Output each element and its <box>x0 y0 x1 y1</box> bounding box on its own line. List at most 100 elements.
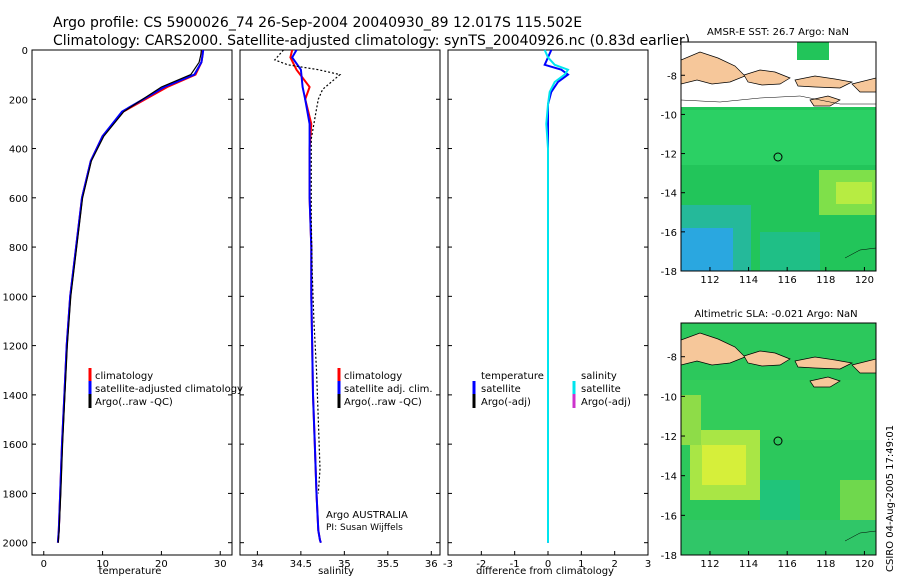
sst-warm-core <box>836 182 872 204</box>
salinity-chart: 34 34.5 35 35.5 36 <box>240 49 440 570</box>
x-tick-label: -1 <box>510 559 520 570</box>
annotation-pi: PI: Susan Wijffels <box>326 523 403 533</box>
y-tick-label: 400 <box>9 145 28 156</box>
sla-map-frame <box>680 322 877 556</box>
x-tick-label: 36 <box>425 559 438 570</box>
legend-label-temperature: temperature <box>481 371 544 382</box>
x-tick-label: 34 <box>251 559 264 570</box>
sla-low-patch <box>760 480 800 520</box>
x-tick-label: 30 <box>214 559 227 570</box>
map-x-tick-label: 114 <box>739 559 758 570</box>
sst-land-java <box>681 51 746 85</box>
legend-label-satellite: satellite adj. clim. <box>344 384 433 395</box>
salinity-legend: climatology satellite adj. clim. Argo(..… <box>326 368 433 533</box>
map-y-tick-label: -10 <box>661 392 677 403</box>
map-y-tick-label: -16 <box>661 511 677 522</box>
map-y-tick-label: -8 <box>667 71 677 82</box>
x-tick-label: -2 <box>476 559 486 570</box>
legend-label-satellite: satellite-adjusted climatology <box>95 384 243 395</box>
map-x-tick-label: 120 <box>855 559 874 570</box>
legend-label-sal-satellite: satellite <box>581 384 621 395</box>
difference-xlabel: difference from climatology <box>476 566 614 577</box>
series-salinity-satellite <box>543 49 570 543</box>
sst-argo-marker <box>773 152 783 162</box>
map-x-tick-label: 116 <box>778 275 797 286</box>
y-tick-label: 800 <box>9 243 28 254</box>
map-y-tick-label: -18 <box>661 551 677 562</box>
map-x-tick-label: 112 <box>700 559 719 570</box>
sst-coast-australia <box>844 247 876 259</box>
y-tick-label: 0 <box>22 46 28 57</box>
series-argo-raw-qc <box>273 49 342 494</box>
temperature-chart: 0 10 20 30 0 200 400 600 800 1000 1200 1400 1600 1800… <box>3 46 232 570</box>
sst-map-frame <box>680 41 877 272</box>
sla-land-sumbawa <box>794 356 854 370</box>
y-tick-label: 200 <box>9 95 28 106</box>
sst-map-axes: 112 114 116 118 120 -8 -10 -12 -14 -16 -18 <box>661 71 874 286</box>
sla-land-bali-lombok <box>743 350 791 367</box>
map-y-tick-label: -14 <box>661 472 677 483</box>
x-tick-label: 3 <box>645 559 651 570</box>
sla-land-sumba <box>809 376 841 388</box>
legend-label-temp-argo: Argo(-adj) <box>481 397 531 408</box>
map-x-tick-label: 116 <box>778 559 797 570</box>
sst-land-sumbawa <box>794 75 854 89</box>
y-tick-label: 1800 <box>3 489 28 500</box>
sla-coast-australia <box>844 530 876 542</box>
sst-cool-patch-2 <box>760 232 820 271</box>
x-tick-label: 1 <box>578 559 584 570</box>
sla-high-edge <box>681 395 701 445</box>
map-x-tick-label: 120 <box>855 275 874 286</box>
y-tick-label: 600 <box>9 194 28 205</box>
legend-label-climatology: climatology <box>344 371 402 382</box>
map-y-tick-label: -16 <box>661 228 677 239</box>
map-y-tick-label: -18 <box>661 267 677 278</box>
map-y-tick-label: -12 <box>661 432 677 443</box>
annotation-argo-australia: Argo AUSTRALIA <box>326 510 408 521</box>
y-tick-label: 1000 <box>3 292 28 303</box>
x-tick-label: 2 <box>611 559 617 570</box>
sst-land-flores <box>851 77 876 93</box>
sla-argo-marker <box>773 436 783 446</box>
sst-north-patch <box>797 42 829 60</box>
difference-chart: -3 -2 -1 0 1 2 3 <box>443 49 651 570</box>
temperature-legend: climatology satellite-adjusted climatolo… <box>88 368 243 408</box>
sla-land-java <box>681 332 746 366</box>
sla-map-title: Altimetric SLA: -0.021 Argo: NaN <box>694 309 857 320</box>
series-satellite-adj-clim <box>291 49 322 544</box>
map-y-tick-label: -12 <box>661 150 677 161</box>
map-y-tick-label: -8 <box>667 353 677 364</box>
map-x-tick-label: 114 <box>739 275 758 286</box>
temperature-plot-frame <box>31 49 233 556</box>
y-tick-label: 1400 <box>3 391 28 402</box>
series-satellite-adjusted-climatology <box>56 49 205 543</box>
salinity-xlabel: salinity <box>318 566 354 577</box>
title-line-2: Climatology: CARS2000. Satellite-adjuste… <box>53 33 690 49</box>
map-x-tick-label: 118 <box>816 275 835 286</box>
temperature-xlabel: temperature <box>99 566 162 577</box>
legend-label-salinity: salinity <box>581 371 617 382</box>
map-x-tick-label: 112 <box>700 275 719 286</box>
x-tick-label: 0 <box>545 559 551 570</box>
x-tick-label: 34.5 <box>290 559 312 570</box>
sst-map <box>681 42 876 271</box>
sst-map-title: AMSR-E SST: 26.7 Argo: NaN <box>707 27 849 38</box>
map-y-tick-label: -14 <box>661 189 677 200</box>
map-y-tick-label: -10 <box>661 110 677 121</box>
x-tick-label: 20 <box>155 559 168 570</box>
sla-high-core <box>702 445 746 485</box>
sst-cold-patch <box>681 228 733 271</box>
legend-label-argo: Argo(..raw -QC) <box>95 397 173 408</box>
y-tick-label: 2000 <box>3 539 28 550</box>
sla-east-patch <box>840 480 876 520</box>
sla-map <box>681 323 876 555</box>
salinity-plot-frame <box>239 49 441 556</box>
sst-land-bali-lombok <box>743 69 791 86</box>
difference-legend: temperature satellite Argo(-adj) salinit… <box>472 371 631 408</box>
x-tick-label: 35 <box>338 559 351 570</box>
map-x-tick-label: 118 <box>816 559 835 570</box>
y-tick-label: 1600 <box>3 440 28 451</box>
sla-land-flores <box>851 358 876 374</box>
x-tick-label: 35.5 <box>377 559 399 570</box>
